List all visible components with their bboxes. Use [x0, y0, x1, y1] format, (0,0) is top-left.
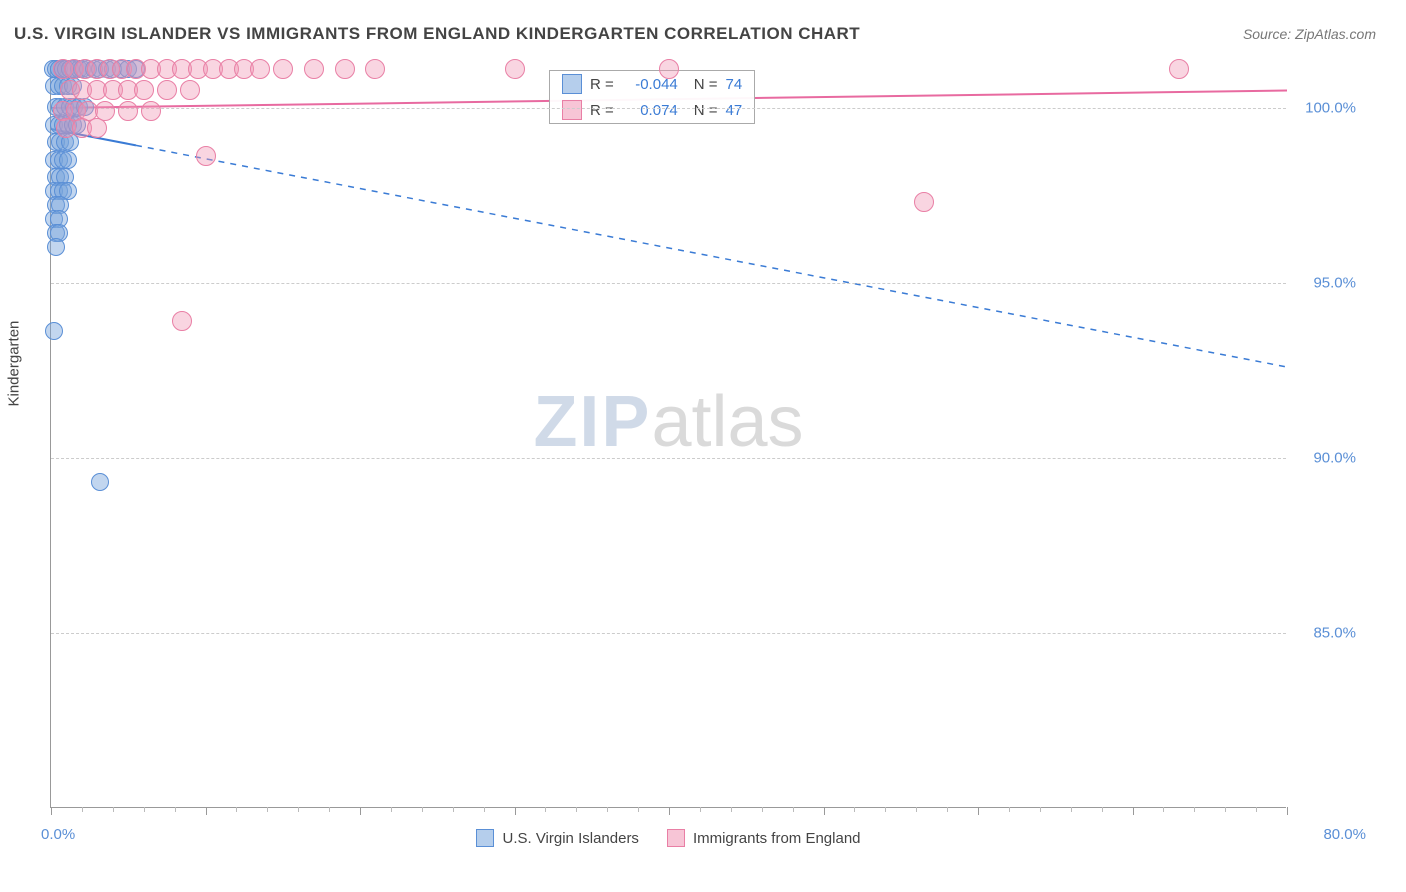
data-point-england [134, 80, 154, 100]
legend-n-value-usvi: 74 [726, 76, 743, 93]
x-tick-minor [82, 807, 83, 812]
data-point-england [273, 59, 293, 79]
data-point-usvi [47, 238, 65, 256]
x-tick-major [360, 807, 361, 815]
data-point-england [505, 59, 525, 79]
bottom-legend-label-usvi: U.S. Virgin Islanders [502, 830, 638, 847]
x-tick-minor [175, 807, 176, 812]
data-point-england [365, 59, 385, 79]
data-point-england [196, 146, 216, 166]
x-tick-minor [453, 807, 454, 812]
source-attribution: Source: ZipAtlas.com [1243, 26, 1376, 42]
y-tick-label: 95.0% [1296, 275, 1356, 292]
data-point-england [172, 311, 192, 331]
x-tick-minor [638, 807, 639, 812]
legend-n-label: N = [694, 76, 718, 93]
x-tick-minor [576, 807, 577, 812]
series-legend: U.S. Virgin Islanders Immigrants from Eng… [51, 829, 1286, 847]
legend-r-label: R = [590, 76, 614, 93]
x-tick-minor [885, 807, 886, 812]
legend-r-label: R = [590, 102, 614, 119]
x-tick-major [669, 807, 670, 815]
x-tick-minor [1040, 807, 1041, 812]
data-point-england [87, 118, 107, 138]
chart-title: U.S. VIRGIN ISLANDER VS IMMIGRANTS FROM … [14, 24, 860, 44]
x-tick-minor [484, 807, 485, 812]
bottom-legend-swatch-usvi [476, 829, 494, 847]
y-axis-label: Kindergarten [6, 321, 23, 407]
gridline-h [51, 283, 1286, 284]
x-tick-minor [607, 807, 608, 812]
gridline-h [51, 633, 1286, 634]
legend-row-usvi: R =-0.044N =74 [550, 71, 754, 97]
regression-line-dashed-usvi [136, 145, 1287, 367]
x-tick-minor [391, 807, 392, 812]
legend-n-label: N = [694, 102, 718, 119]
x-axis-max-label: 80.0% [1323, 826, 1366, 843]
data-point-england [1169, 59, 1189, 79]
data-point-usvi [59, 151, 77, 169]
legend-n-value-england: 47 [726, 102, 743, 119]
data-point-england [141, 101, 161, 121]
x-tick-minor [298, 807, 299, 812]
legend-swatch-usvi [562, 74, 582, 94]
data-point-england [250, 59, 270, 79]
x-tick-minor [700, 807, 701, 812]
x-tick-major [51, 807, 52, 815]
x-tick-minor [329, 807, 330, 812]
data-point-england [914, 192, 934, 212]
gridline-h [51, 108, 1286, 109]
data-point-england [304, 59, 324, 79]
x-tick-minor [1194, 807, 1195, 812]
x-tick-minor [854, 807, 855, 812]
x-tick-minor [1225, 807, 1226, 812]
x-tick-minor [1102, 807, 1103, 812]
x-tick-minor [113, 807, 114, 812]
x-tick-major [978, 807, 979, 815]
bottom-legend-label-england: Immigrants from England [693, 830, 861, 847]
x-tick-major [1287, 807, 1288, 815]
chart-area: Kindergarten ZIPatlas R =-0.044N =74R =0… [42, 58, 1382, 818]
data-point-usvi [45, 322, 63, 340]
y-tick-label: 100.0% [1296, 100, 1356, 117]
data-point-england [180, 80, 200, 100]
x-tick-major [1133, 807, 1134, 815]
bottom-legend-swatch-england [667, 829, 685, 847]
x-tick-minor [236, 807, 237, 812]
x-tick-major [206, 807, 207, 815]
legend-r-value-england: 0.074 [622, 102, 678, 119]
x-tick-minor [916, 807, 917, 812]
data-point-usvi [91, 473, 109, 491]
x-tick-minor [947, 807, 948, 812]
x-tick-minor [545, 807, 546, 812]
x-tick-minor [1071, 807, 1072, 812]
plot-region: ZIPatlas R =-0.044N =74R =0.074N =47 0.0… [50, 66, 1286, 808]
x-tick-minor [1009, 807, 1010, 812]
y-tick-label: 85.0% [1296, 625, 1356, 642]
legend-row-england: R = 0.074 N = 47 [550, 97, 754, 123]
data-point-england [659, 59, 679, 79]
data-point-england [157, 80, 177, 100]
x-tick-minor [1163, 807, 1164, 812]
regression-lines-layer [51, 66, 1286, 807]
data-point-england [118, 101, 138, 121]
x-tick-minor [267, 807, 268, 812]
x-tick-major [515, 807, 516, 815]
x-tick-minor [793, 807, 794, 812]
x-tick-minor [144, 807, 145, 812]
x-tick-minor [1256, 807, 1257, 812]
gridline-h [51, 458, 1286, 459]
bottom-legend-item-england: Immigrants from England [667, 829, 861, 847]
legend-swatch-england [562, 100, 582, 120]
x-tick-minor [762, 807, 763, 812]
correlation-legend: R =-0.044N =74R =0.074N =47 [549, 70, 755, 124]
data-point-england [335, 59, 355, 79]
x-tick-minor [731, 807, 732, 812]
y-tick-label: 90.0% [1296, 450, 1356, 467]
x-tick-minor [422, 807, 423, 812]
x-tick-major [824, 807, 825, 815]
bottom-legend-item-usvi: U.S. Virgin Islanders [476, 829, 638, 847]
